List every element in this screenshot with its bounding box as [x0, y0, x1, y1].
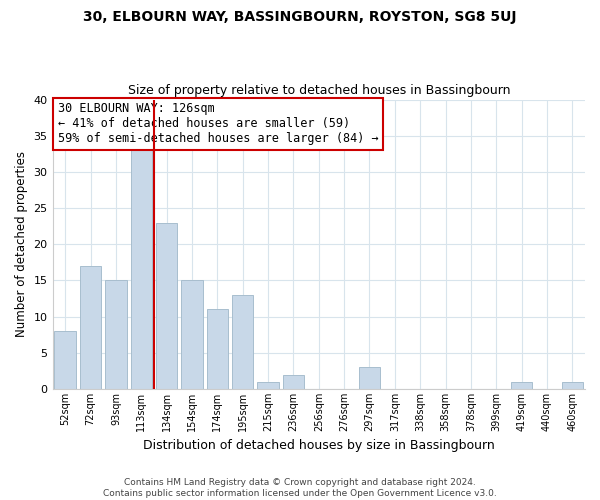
X-axis label: Distribution of detached houses by size in Bassingbourn: Distribution of detached houses by size … — [143, 440, 494, 452]
Bar — [206, 310, 228, 389]
Y-axis label: Number of detached properties: Number of detached properties — [15, 152, 28, 338]
Bar — [55, 331, 76, 389]
Bar — [511, 382, 532, 389]
Bar — [257, 382, 279, 389]
Text: 30, ELBOURN WAY, BASSINGBOURN, ROYSTON, SG8 5UJ: 30, ELBOURN WAY, BASSINGBOURN, ROYSTON, … — [83, 10, 517, 24]
Bar — [80, 266, 101, 389]
Bar — [131, 150, 152, 389]
Bar — [105, 280, 127, 389]
Bar — [562, 382, 583, 389]
Bar — [181, 280, 203, 389]
Bar — [232, 295, 253, 389]
Title: Size of property relative to detached houses in Bassingbourn: Size of property relative to detached ho… — [128, 84, 510, 97]
Text: Contains HM Land Registry data © Crown copyright and database right 2024.
Contai: Contains HM Land Registry data © Crown c… — [103, 478, 497, 498]
Bar — [156, 222, 178, 389]
Bar — [359, 368, 380, 389]
Text: 30 ELBOURN WAY: 126sqm
← 41% of detached houses are smaller (59)
59% of semi-det: 30 ELBOURN WAY: 126sqm ← 41% of detached… — [58, 102, 379, 146]
Bar — [283, 374, 304, 389]
